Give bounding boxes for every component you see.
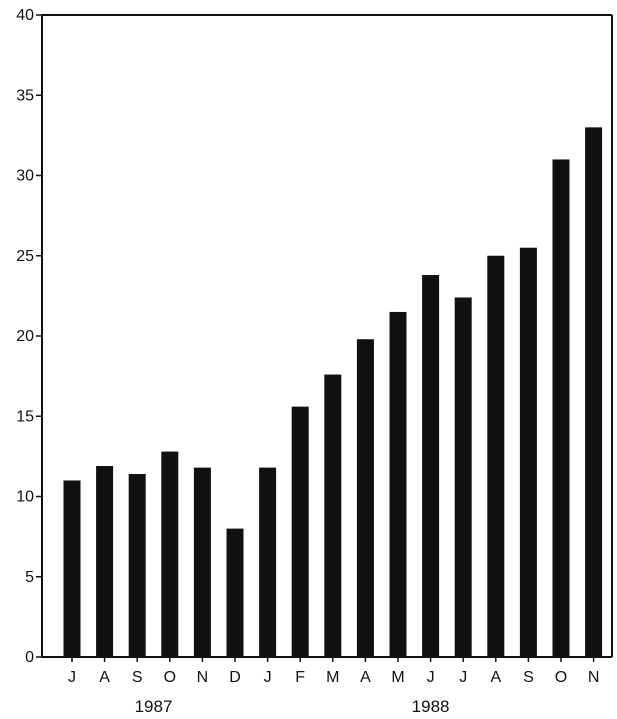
y-tick-label: 20 xyxy=(16,328,34,345)
bar xyxy=(324,374,342,657)
bar xyxy=(487,255,505,657)
bar xyxy=(259,467,277,657)
x-tick-label: D xyxy=(229,669,241,686)
bar xyxy=(96,466,114,657)
bar xyxy=(161,451,179,657)
bar xyxy=(291,406,309,657)
y-tick-label: 25 xyxy=(16,248,34,265)
bar xyxy=(585,127,603,658)
y-axis-ticks: 0 5 10 15 20 25 30 35 40 xyxy=(16,7,42,666)
x-tick-label: S xyxy=(523,669,534,686)
bar xyxy=(356,339,374,657)
x-tick-label: O xyxy=(164,669,176,686)
y-tick-label: 15 xyxy=(16,408,34,425)
x-tick-label: J xyxy=(264,669,272,686)
x-tick-label: J xyxy=(68,669,76,686)
y-tick-label: 35 xyxy=(16,87,34,104)
year-label: 1988 xyxy=(412,697,450,716)
y-tick-label: 30 xyxy=(16,168,34,185)
bar xyxy=(422,275,440,657)
bars xyxy=(63,127,603,658)
x-tick-label: S xyxy=(132,669,143,686)
x-tick-label: N xyxy=(588,669,600,686)
bar xyxy=(128,474,146,657)
bar xyxy=(552,159,570,657)
year-labels: 1987 1988 xyxy=(135,697,450,716)
y-tick-label: 0 xyxy=(25,649,34,666)
bar xyxy=(193,467,211,657)
year-label: 1987 xyxy=(135,697,173,716)
y-tick-label: 40 xyxy=(16,7,34,24)
x-tick-label: J xyxy=(427,669,435,686)
x-tick-label: A xyxy=(490,669,501,686)
x-tick-label: A xyxy=(99,669,110,686)
x-tick-label: A xyxy=(360,669,371,686)
bar xyxy=(226,528,244,657)
x-tick-label: M xyxy=(326,669,339,686)
bar xyxy=(519,247,537,657)
y-tick-label: 5 xyxy=(25,569,34,586)
x-tick-label: M xyxy=(391,669,404,686)
x-tick-label: O xyxy=(555,669,567,686)
bar xyxy=(389,311,407,657)
bar xyxy=(454,297,472,657)
x-tick-label: N xyxy=(197,669,209,686)
x-tick-label: F xyxy=(295,669,305,686)
x-tick-label: J xyxy=(459,669,467,686)
bar xyxy=(63,480,81,657)
y-tick-label: 10 xyxy=(16,489,34,506)
